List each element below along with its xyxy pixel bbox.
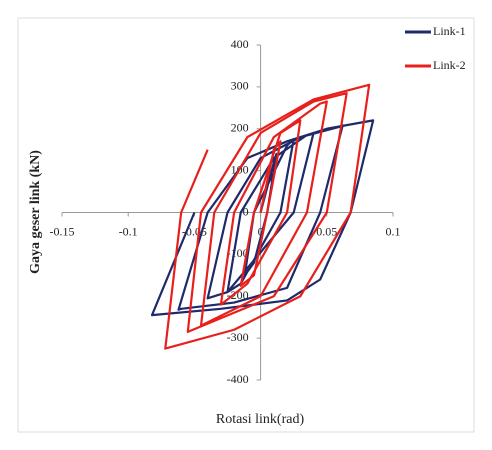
y-tick-label: -100 (227, 246, 249, 260)
y-tick-label: 200 (231, 121, 249, 135)
x-axis-label: Rotasi link(rad) (216, 412, 305, 427)
x-tick-label: -0.15 (50, 224, 75, 238)
series-line (150, 119, 375, 317)
y-tick-label: -400 (227, 372, 249, 386)
y-axis-label: Gaya geser link (kN) (28, 150, 43, 274)
y-tick-label: 0 (243, 204, 249, 218)
legend-label: Link-1 (433, 24, 466, 38)
y-tick-label: -200 (227, 288, 249, 302)
chart-border (17, 17, 475, 433)
x-tick-label: -0.1 (119, 224, 138, 238)
series-line (164, 83, 371, 350)
x-tick-label: 0 (258, 224, 264, 238)
legend-label: Link-2 (433, 58, 466, 72)
y-tick-label: 400 (231, 37, 249, 51)
x-tick-label: 0.05 (316, 224, 337, 238)
y-tick-label: 300 (231, 79, 249, 93)
y-tick-label: -300 (227, 330, 249, 344)
x-tick-label: 0.1 (386, 224, 401, 238)
